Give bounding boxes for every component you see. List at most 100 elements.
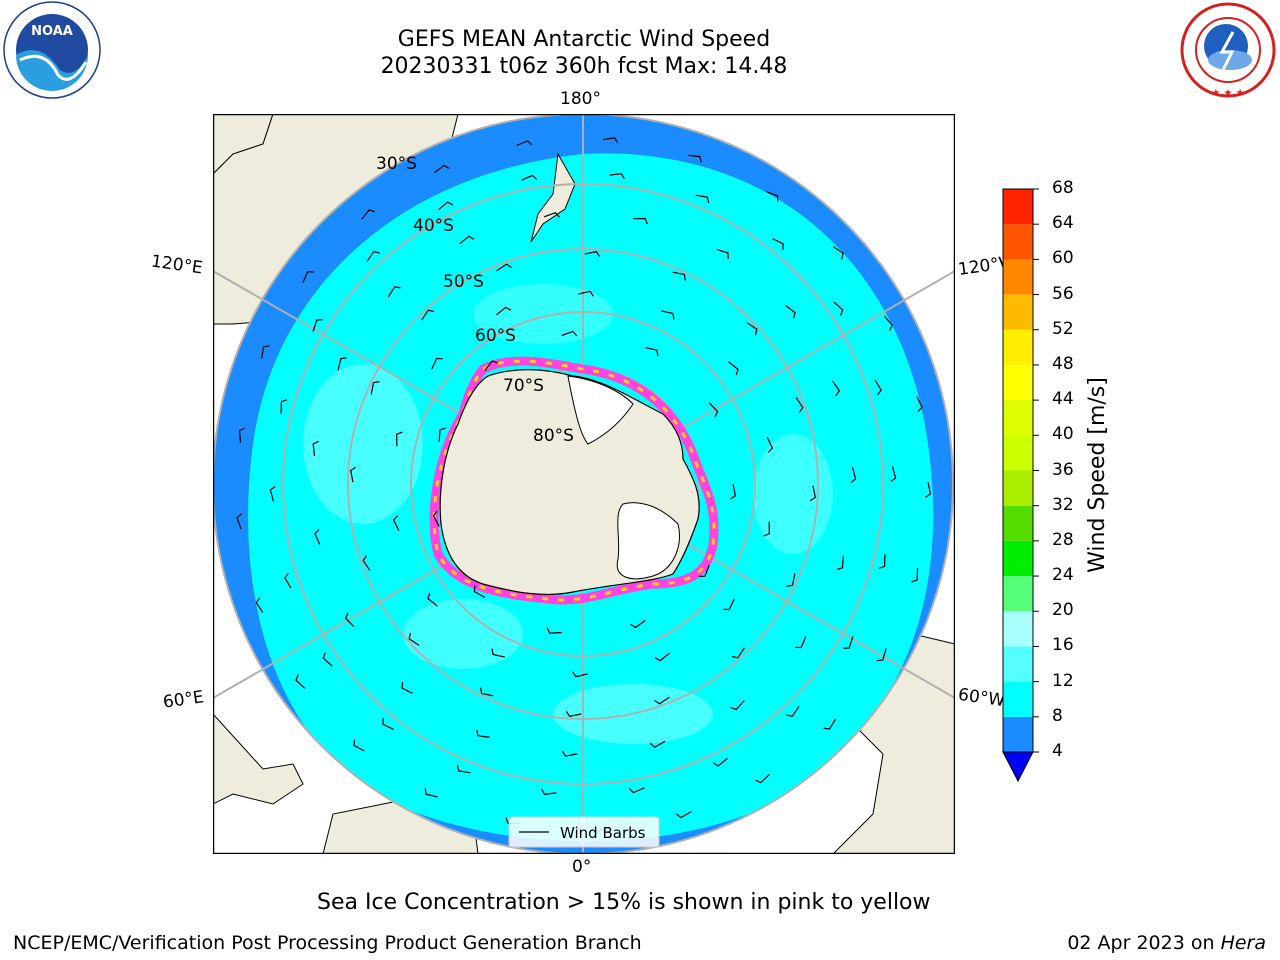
wind-barb	[438, 201, 454, 211]
wind-barb	[832, 246, 844, 260]
wind-barb	[541, 788, 557, 795]
colorbar-tick-label: 12	[1052, 670, 1074, 691]
footer-branch: NCEP/EMC/Verification Post Processing Pr…	[13, 932, 642, 954]
wind-barb	[421, 309, 435, 321]
wind-barb	[832, 380, 841, 397]
lon-label-60e: 60°E	[161, 687, 206, 713]
wind-barb	[786, 706, 800, 717]
wind-barb	[353, 739, 365, 752]
lat-label-30s: 30°S	[376, 154, 417, 174]
svg-text:★ ★ ★: ★ ★ ★	[1211, 88, 1244, 99]
footer-date-text: 02 Apr 2023 on	[1067, 932, 1221, 954]
wind-barb	[785, 304, 796, 319]
wind-barb	[312, 319, 323, 332]
wind-barb	[602, 137, 619, 144]
wind-barb	[362, 555, 371, 571]
wind-barb	[302, 271, 314, 283]
footer-host: Hera	[1220, 932, 1266, 954]
chart-title: GEFS MEAN Antarctic Wind Speed	[397, 27, 771, 52]
colorbar-tick-label: 20	[1052, 600, 1074, 621]
wind-barb	[878, 554, 886, 569]
lon-label-0: 0°	[572, 857, 592, 877]
wind-barb	[698, 564, 710, 577]
legend-label: Wind Barbs	[560, 824, 646, 842]
colorbar-tick-label: 44	[1052, 389, 1074, 410]
wind-barb	[427, 592, 438, 607]
colorbar-tick-label: 56	[1052, 283, 1074, 304]
colorbar-tick-label: 52	[1052, 318, 1074, 339]
wind-barb	[432, 510, 440, 527]
colorbar-tick-label: 36	[1052, 459, 1074, 480]
nws-logo: ★ ★ ★	[1180, 2, 1276, 99]
map-legend: Wind Barbs	[508, 816, 660, 848]
wind-barb	[392, 515, 400, 532]
wind-barb	[833, 301, 844, 316]
colorbar-tick-label: 40	[1052, 424, 1074, 445]
colorbar-tick-label: 4	[1052, 741, 1063, 761]
colorbar-tick-label: 64	[1052, 213, 1074, 234]
wind-barb	[874, 379, 882, 396]
wind-barb	[496, 263, 512, 272]
weddell-ice-shelf	[616, 502, 680, 580]
wind-barb	[284, 572, 292, 589]
wind-barb	[628, 787, 645, 794]
wind-barb	[361, 209, 376, 220]
wind-barb	[911, 567, 919, 583]
wind-barb	[238, 427, 246, 443]
lat-label-50s: 50°S	[443, 272, 484, 292]
land-madagascar	[213, 713, 304, 805]
land-new-zealand	[530, 152, 576, 243]
wind-barb	[661, 310, 675, 320]
colorbar-tick-label: 48	[1052, 353, 1074, 374]
colorbar-segment	[1003, 576, 1033, 612]
wind-barb	[312, 440, 319, 457]
colorbar-segment	[1003, 329, 1033, 365]
colorbar-tick-label: 8	[1052, 705, 1063, 726]
wind-barb	[916, 396, 923, 413]
wind-barb	[649, 740, 666, 748]
wind-barb	[675, 810, 692, 819]
wind-barb	[823, 718, 837, 730]
wind-barb	[723, 598, 735, 611]
colorbar-under-extension	[1002, 751, 1034, 783]
wind-barb	[543, 211, 560, 218]
wind-barb	[654, 696, 670, 705]
colorbar-segment	[1003, 681, 1033, 717]
wind-barb	[731, 647, 745, 659]
wind-barb	[424, 788, 438, 798]
wind-barb	[708, 402, 719, 418]
wind-barb	[645, 347, 659, 357]
wind-barb	[687, 154, 702, 163]
sea-ice-caption: Sea Ice Concentration > 15% is shown in …	[317, 890, 931, 915]
wind-barb	[763, 521, 770, 537]
colorbar	[1002, 188, 1039, 783]
wind-barb	[809, 485, 816, 502]
wind-barb	[314, 529, 321, 545]
wind-barb	[546, 627, 562, 634]
colorbar-segment	[1003, 646, 1033, 682]
wind-barb	[772, 238, 784, 250]
wind-barbs	[236, 137, 932, 833]
wind-barb	[280, 399, 288, 414]
antarctic-wind-map: 30°S 40°S 50°S 60°S 70°S 80°S Wind Barbs	[213, 114, 955, 854]
wind-barb	[572, 671, 588, 678]
colorbar-segment	[1003, 400, 1033, 436]
wind-barb	[795, 636, 807, 649]
wind-barb	[387, 286, 401, 298]
wind-barb	[295, 674, 306, 689]
wind-barb	[730, 700, 745, 711]
wind-barb	[496, 306, 512, 316]
wind-barb	[473, 585, 486, 598]
wind-barb	[476, 729, 490, 738]
wind-barb	[925, 482, 932, 498]
lon-label-180: 180°	[560, 89, 601, 109]
ross-ice-shelf	[567, 375, 634, 445]
wind-barb	[456, 764, 471, 774]
wind-barb	[261, 345, 270, 359]
colorbar-segment	[1003, 716, 1033, 752]
wind-barb	[408, 632, 420, 646]
wind-barb	[516, 140, 533, 147]
wind-barb	[654, 652, 670, 662]
wind-barb	[730, 483, 737, 500]
colorbar-tick-label: 16	[1052, 635, 1074, 656]
